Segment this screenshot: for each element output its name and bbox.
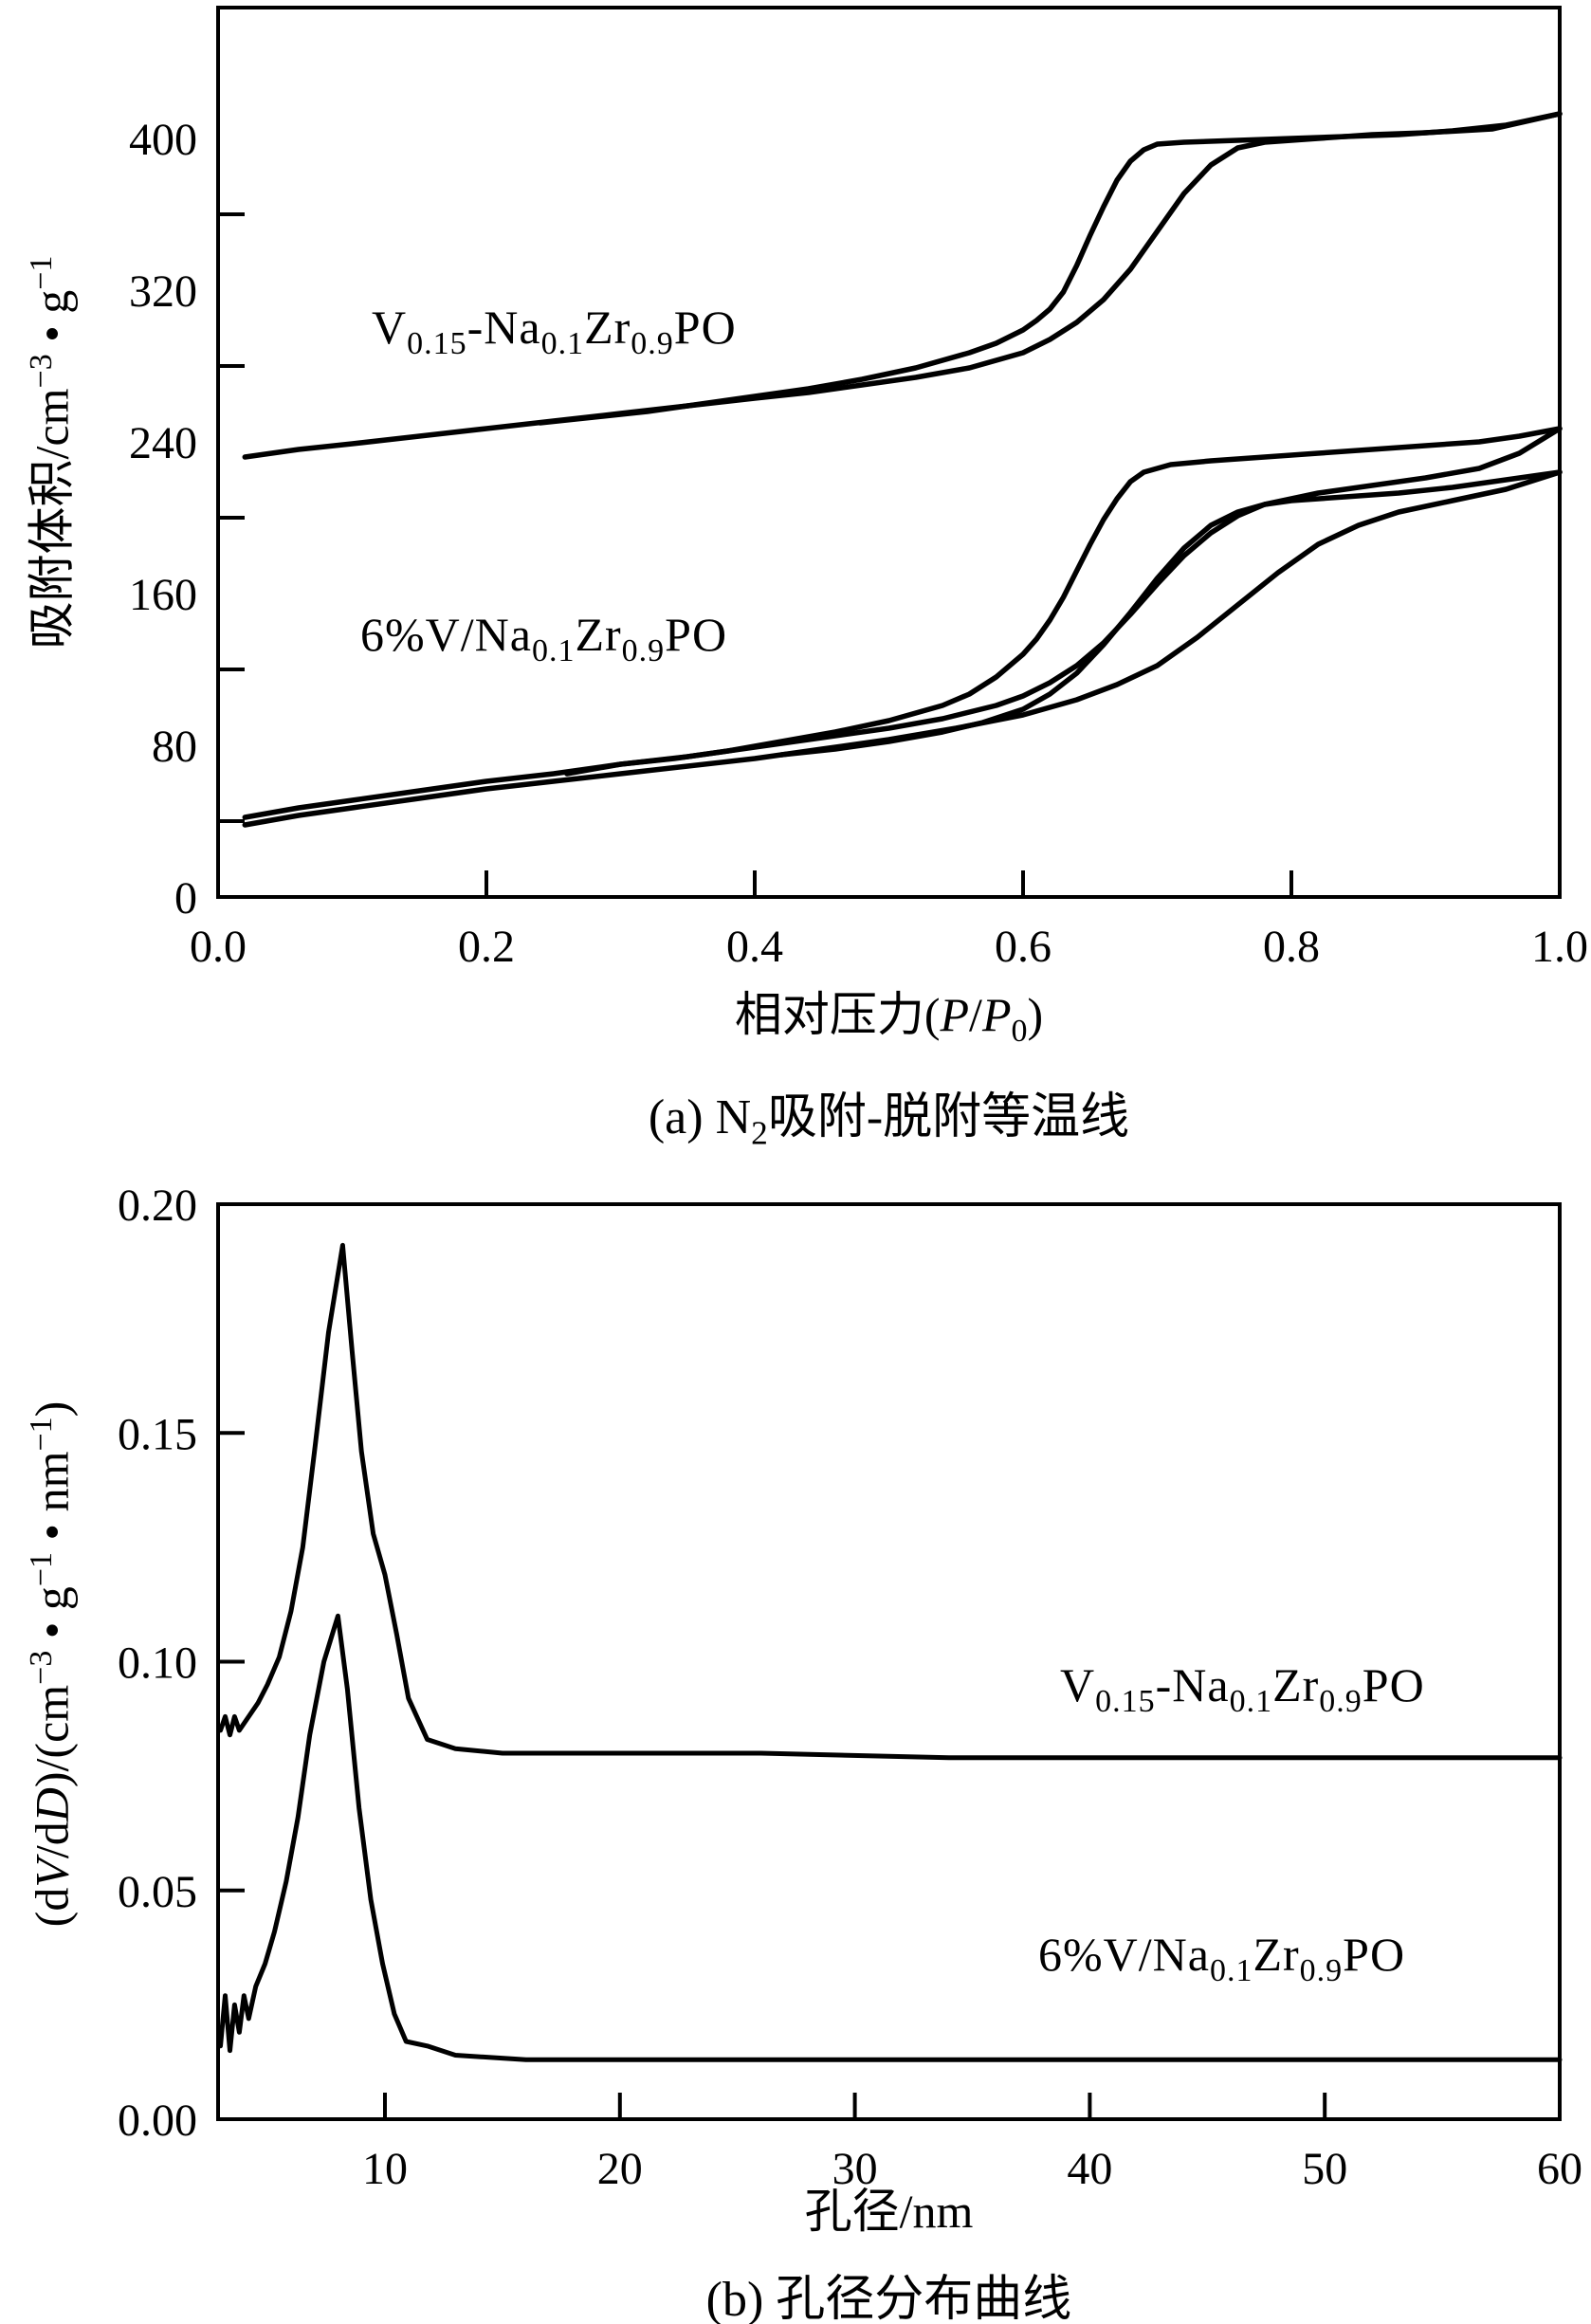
y-tick-label: 400	[129, 115, 197, 165]
y-tick-label: 80	[152, 722, 197, 772]
y-tick-label: 0.20	[118, 1185, 197, 1231]
curve-label-v015-psd: V0.15-Na0.1Zr0.9PO	[1060, 1658, 1425, 1719]
x-axis-title-psd: 孔径/nm	[804, 2185, 974, 2238]
y-tick-label: 320	[129, 266, 197, 317]
curve-label-6v-psd: 6%V/Na0.1Zr0.9PO	[1038, 1928, 1406, 1988]
series-v0-15-na0-1zr0-9po-pore-size-distribution	[218, 1242, 1563, 1761]
curve-label-v015-isotherm: V0.15-Na0.1Zr0.9PO	[372, 301, 737, 361]
x-tick-label: 0.0	[190, 922, 247, 972]
curve-label-6v-isotherm: 6%V/Na0.1Zr0.9PO	[360, 608, 728, 668]
x-tick-label: 20	[597, 2144, 643, 2194]
series-v0-15-na0-1zr0-9po-desorption	[537, 111, 1563, 426]
series-6%v-na0-1zr0-9po-desorption-2	[778, 469, 1563, 758]
x-tick-label: 50	[1302, 2144, 1347, 2194]
x-tick-label: 0.2	[458, 922, 515, 972]
y-tick-label: 0.05	[118, 1867, 197, 1917]
x-tick-label: 30	[832, 2144, 878, 2194]
x-axis-title-isotherm: 相对压力(P/P0)	[734, 988, 1044, 1049]
x-tick-label: 40	[1067, 2144, 1112, 2194]
x-tick-label: 0.6	[995, 922, 1052, 972]
x-tick-label: 10	[362, 2144, 408, 2194]
caption-panel-a: (a) N2吸附-脱附等温线	[648, 1090, 1130, 1152]
y-tick-label: 0.00	[118, 2095, 197, 2146]
y-axis-title-psd: (dV/dD)/(cm−3 • g−1 • nm−1)	[24, 1400, 79, 1928]
series-v0-15-na0-1zr0-9po-adsorption	[242, 111, 1563, 460]
x-tick-label: 0.8	[1263, 922, 1320, 972]
isotherm-chart: 0.0 0.2 0.4 0.6 0.8 1.0 0 80 160 240 320 400	[129, 6, 1588, 972]
pore-size-distribution-chart: 10 20 30 40 50 60 0.00 0.05 0.10 0.15 0.20	[118, 1185, 1582, 2194]
y-tick-label: 0.10	[118, 1638, 197, 1689]
x-tick-label: 60	[1537, 2144, 1582, 2194]
caption-panel-b: (b) 孔径分布曲线	[705, 2273, 1072, 2324]
y-tick-label: 240	[129, 418, 197, 468]
y-tick-label: 0.15	[118, 1409, 197, 1459]
y-tick-label: 0	[174, 873, 197, 924]
series-6%v-na0-1zr0-9po-desorption-1	[564, 426, 1563, 777]
series-6%v-na0-1zr0-9po-adsorption-1	[242, 426, 1563, 820]
x-tick-label: 1.0	[1531, 922, 1588, 972]
plot-frame	[216, 6, 1562, 899]
x-tick-label: 0.4	[726, 922, 783, 972]
y-tick-label: 160	[129, 570, 197, 620]
series-6%v-na0-1zr0-9po-adsorption-2	[242, 469, 1563, 828]
series-6%v-na0-1zr0-9po-pore-size-distribution	[218, 1613, 1563, 2062]
y-axis-title-isotherm: 吸附体积/cm−3 • g−1	[24, 255, 79, 650]
